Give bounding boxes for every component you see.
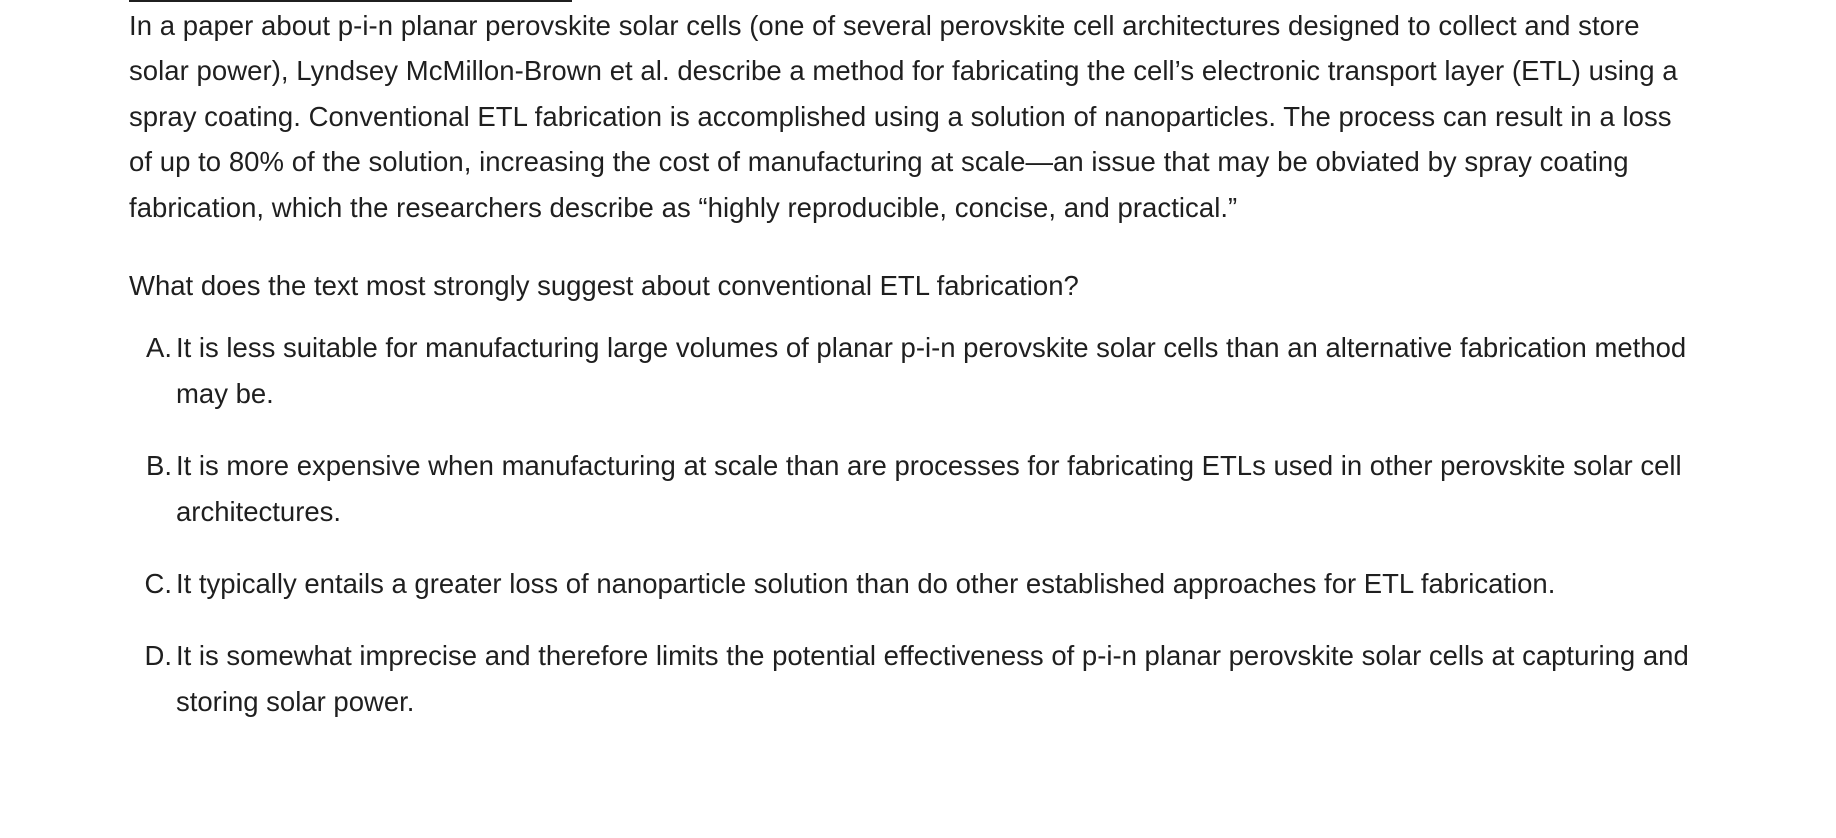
choice-b[interactable]: B. It is more expensive when manufacturi… — [129, 443, 1689, 534]
passage-text: In a paper about p-i-n planar perovskite… — [129, 10, 1678, 223]
choice-c-text: It typically entails a greater loss of n… — [176, 568, 1556, 600]
choice-a-letter: A. — [146, 332, 172, 364]
choice-b-letter: B. — [146, 450, 172, 482]
choice-b-text: It is more expensive when manufacturing … — [176, 450, 1682, 527]
choice-d[interactable]: D. It is somewhat imprecise and therefor… — [129, 633, 1689, 724]
choice-a[interactable]: A. It is less suitable for manufacturing… — [129, 325, 1689, 416]
choice-c-letter: C. — [144, 568, 173, 600]
choice-a-text: It is less suitable for manufacturing la… — [176, 332, 1687, 409]
choice-d-text: It is somewhat imprecise and therefore l… — [176, 640, 1689, 717]
choice-c[interactable]: C. It typically entails a greater loss o… — [129, 561, 1689, 606]
answer-choices: A. It is less suitable for manufacturing… — [129, 325, 1689, 724]
question-prompt: What does the text most strongly suggest… — [129, 270, 1079, 302]
choice-d-letter: D. — [144, 640, 173, 672]
top-divider — [129, 0, 572, 2]
question-content: In a paper about p-i-n planar perovskite… — [129, 0, 1689, 751]
